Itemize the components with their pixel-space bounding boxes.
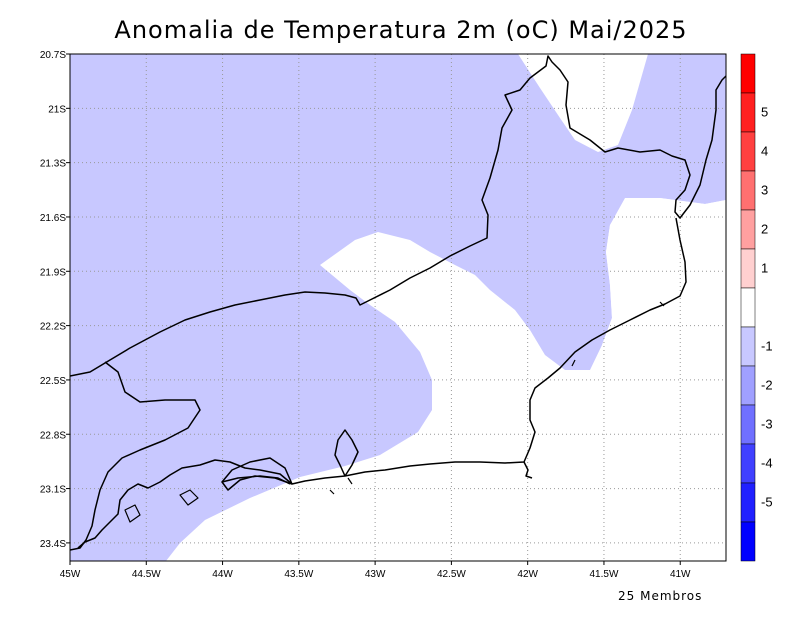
- colorbar-label: 5: [761, 105, 768, 120]
- coastline: [221, 217, 687, 491]
- cabo-frio-coast: [523, 461, 533, 479]
- latitude-tick-labels: 20.7S 21S 21.3S 21.6S 21.9S 22.2S 22.5S 22.8S 23…: [40, 50, 66, 550]
- latitude-tick-label: 22.2S: [40, 322, 66, 333]
- colorbar-label: -4: [761, 456, 773, 471]
- state-border-west: [70, 361, 201, 551]
- colorbar-segment: [740, 365, 756, 406]
- guanabara-bay: [334, 429, 359, 477]
- sepetiba-bay: [221, 475, 291, 485]
- islands: [124, 301, 665, 523]
- colorbar-label: -2: [761, 378, 773, 393]
- colorbar-label: 1: [761, 261, 768, 276]
- latitude-tick-label: 20.7S: [40, 50, 66, 61]
- colorbar-segment: [740, 326, 756, 367]
- colorbar-segment: [740, 287, 756, 328]
- latitude-tick-label: 21.9S: [40, 267, 66, 278]
- latitude-tick-label: 21.6S: [40, 213, 66, 224]
- longitude-tick-label: 43W: [365, 569, 386, 580]
- colorbar-segment: [740, 443, 756, 484]
- colorbar-segment: [740, 248, 756, 289]
- colorbar-segment: [740, 521, 756, 562]
- anomaly-near-zero-patch: [600, 198, 726, 561]
- graticule: [66, 53, 726, 565]
- longitude-tick-label: 44.5W: [132, 569, 161, 580]
- ensemble-member-count: 25 Membros: [618, 589, 703, 603]
- longitude-tick-label: 41.5W: [590, 569, 619, 580]
- colorbar-segment: [740, 404, 756, 445]
- colorbar: 5 4 3 2 1 -1 -2 -3 -4 -5: [740, 53, 773, 562]
- longitude-tick-label: 43.5W: [284, 569, 313, 580]
- map-title: Anomalia de Temperatura 2m (oC) Mai/2025: [114, 16, 688, 44]
- colorbar-segment: [740, 209, 756, 250]
- colorbar-label: 3: [761, 183, 768, 198]
- coastline-bays: [77, 459, 293, 549]
- colorbar-segment: [740, 170, 756, 211]
- colorbar-segment: [740, 53, 756, 94]
- colorbar-label: 2: [761, 222, 768, 237]
- colorbar-label: 4: [761, 144, 768, 159]
- latitude-tick-label: 22.5S: [40, 376, 66, 387]
- latitude-tick-label: 23.4S: [40, 539, 66, 550]
- map-frame: [69, 53, 727, 562]
- colorbar-segment: [740, 131, 756, 172]
- latitude-tick-label: 23.1S: [40, 485, 66, 496]
- latitude-tick-label: 21S: [48, 104, 66, 115]
- state-border-north: [70, 55, 726, 377]
- longitude-tick-label: 41W: [670, 569, 691, 580]
- colorbar-segment: [740, 92, 756, 133]
- colorbar-label: -3: [761, 417, 773, 432]
- colorbar-label: -5: [761, 495, 773, 510]
- longitude-tick-label: 44W: [212, 569, 233, 580]
- longitude-tick-label: 42.5W: [437, 569, 466, 580]
- longitude-tick-label: 45W: [60, 569, 81, 580]
- colorbar-label: -1: [761, 339, 773, 354]
- longitude-tick-labels: 45W 44.5W 44W 43.5W 43W 42.5W 42W 41.5W 41W: [60, 569, 691, 580]
- latitude-tick-label: 22.8S: [40, 430, 66, 441]
- longitude-tick-label: 42W: [517, 569, 538, 580]
- colorbar-segment: [740, 482, 756, 523]
- latitude-tick-label: 21.3S: [40, 159, 66, 170]
